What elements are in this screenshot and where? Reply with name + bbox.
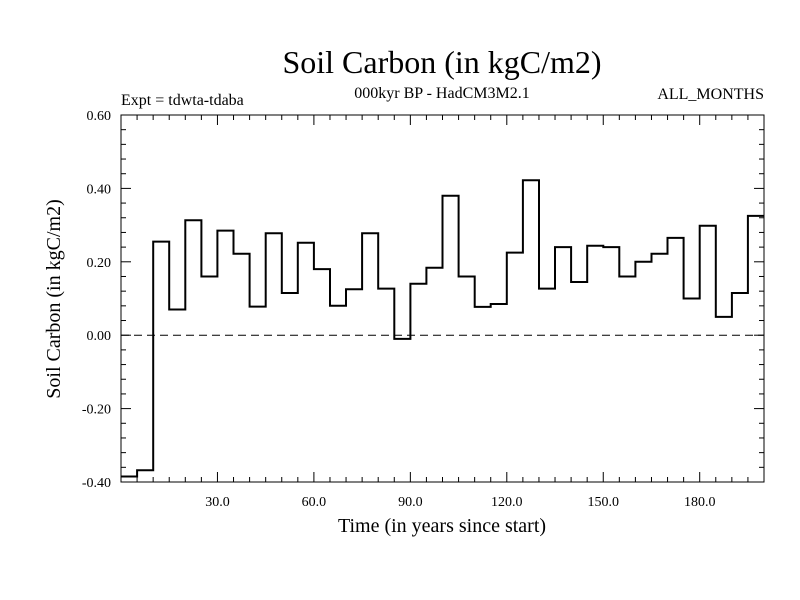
plot-frame — [120, 114, 765, 483]
months-label: ALL_MONTHS — [657, 86, 764, 103]
tick-labels: 30.0 60.0 90.0 120.0 150.0 180.0 -0.40 -0.20 0.0… — [82, 109, 716, 510]
x-tick-label: 150.0 — [588, 495, 620, 510]
y-tick-label: 0.60 — [87, 109, 112, 124]
axis-ticks — [120, 114, 765, 483]
x-axis-label: Time (in years since start) — [338, 515, 546, 537]
y-axis-label: Soil Carbon (in kgC/m2) — [43, 199, 65, 398]
y-tick-label: -0.40 — [82, 476, 111, 491]
chart-title: Soil Carbon (in kgC/m2) — [282, 44, 601, 80]
x-tick-label: 30.0 — [205, 495, 230, 510]
series-step-line — [121, 179, 764, 478]
y-tick-label: 0.00 — [87, 329, 112, 344]
x-tick-label: 60.0 — [302, 495, 327, 510]
chart-subtitle: 000kyr BP - HadCM3M2.1 — [354, 85, 529, 102]
y-tick-label: 0.20 — [87, 256, 112, 271]
x-tick-label: 90.0 — [398, 495, 423, 510]
y-tick-label: -0.20 — [82, 403, 111, 418]
y-tick-label: 0.40 — [87, 182, 112, 197]
experiment-label: Expt = tdwta-tdaba — [121, 92, 244, 109]
x-tick-label: 180.0 — [684, 495, 716, 510]
x-tick-label: 120.0 — [491, 495, 523, 510]
